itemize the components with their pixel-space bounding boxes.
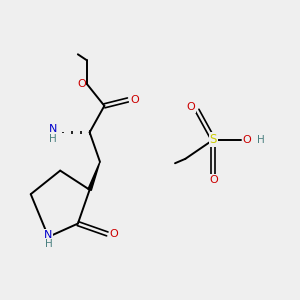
Text: O: O bbox=[110, 229, 118, 239]
Text: O: O bbox=[77, 79, 86, 89]
Text: H: H bbox=[49, 134, 57, 144]
Text: N: N bbox=[49, 124, 57, 134]
Text: O: O bbox=[209, 175, 218, 185]
Text: O: O bbox=[130, 95, 139, 105]
Text: H: H bbox=[257, 135, 265, 145]
Text: S: S bbox=[210, 133, 217, 146]
Text: O: O bbox=[187, 102, 196, 112]
Text: H: H bbox=[44, 239, 52, 249]
Text: N: N bbox=[44, 230, 52, 240]
Polygon shape bbox=[88, 162, 100, 190]
Text: O: O bbox=[242, 135, 251, 145]
